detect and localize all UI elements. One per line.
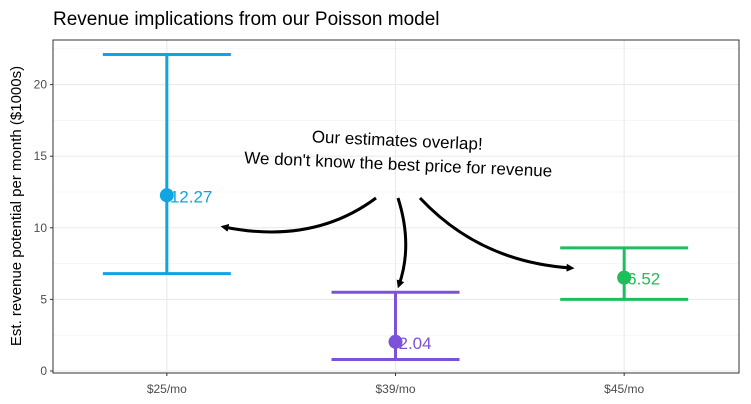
- annotation-line-1: Our estimates overlap!: [311, 127, 483, 153]
- axis-ticks: 0 5 10 15 20 $25/mo $39/mo $45/mo: [34, 78, 645, 396]
- error-bars: 12.27 2.04 6.52: [102, 53, 689, 362]
- y-tick-label: 20: [34, 78, 48, 92]
- data-label: 12.27: [170, 187, 213, 206]
- y-tick-label: 0: [40, 364, 47, 378]
- point-estimate: [388, 334, 403, 349]
- annotation-arrow-left: [220, 196, 377, 234]
- annotation-arrow-right: [418, 196, 575, 272]
- y-tick-label: 5: [40, 292, 47, 306]
- y-tick-label: 15: [34, 149, 48, 163]
- data-label: 6.52: [627, 270, 660, 289]
- x-tick-label: $25/mo: [147, 382, 187, 396]
- point-estimate: [159, 188, 174, 203]
- y-axis-label: Est. revenue potential per month ($1000s…: [8, 66, 25, 346]
- x-tick-label: $45/mo: [604, 382, 644, 396]
- annotation-line-2: We don't know the best price for revenue: [244, 148, 553, 180]
- annotation: Our estimates overlap! We don't know the…: [220, 127, 575, 289]
- y-tick-label: 10: [34, 221, 48, 235]
- plot-panel-border: [52, 39, 740, 374]
- annotation-arrow-middle: [396, 197, 408, 289]
- point-estimate: [617, 270, 632, 285]
- chart-title: Revenue implications from our Poisson mo…: [53, 9, 440, 30]
- data-label: 2.04: [399, 334, 432, 353]
- x-tick-label: $39/mo: [375, 382, 415, 396]
